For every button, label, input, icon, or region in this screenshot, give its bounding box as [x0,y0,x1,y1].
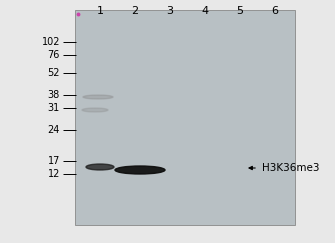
Ellipse shape [83,95,113,99]
Text: 102: 102 [42,37,60,47]
Ellipse shape [86,164,114,170]
Text: 76: 76 [48,50,60,60]
Text: 38: 38 [48,90,60,100]
Text: 4: 4 [201,6,209,16]
Text: 31: 31 [48,103,60,113]
Text: 17: 17 [48,156,60,166]
Ellipse shape [115,166,165,174]
Bar [75,10,295,225]
Text: H3K36me3: H3K36me3 [262,163,320,173]
Text: 1: 1 [96,6,104,16]
Text: 5: 5 [237,6,244,16]
Text: 24: 24 [48,125,60,135]
Text: 2: 2 [131,6,139,16]
Text: 12: 12 [48,169,60,179]
Text: 6: 6 [271,6,278,16]
Ellipse shape [82,108,108,112]
Text: 52: 52 [48,68,60,78]
Text: 3: 3 [166,6,174,16]
